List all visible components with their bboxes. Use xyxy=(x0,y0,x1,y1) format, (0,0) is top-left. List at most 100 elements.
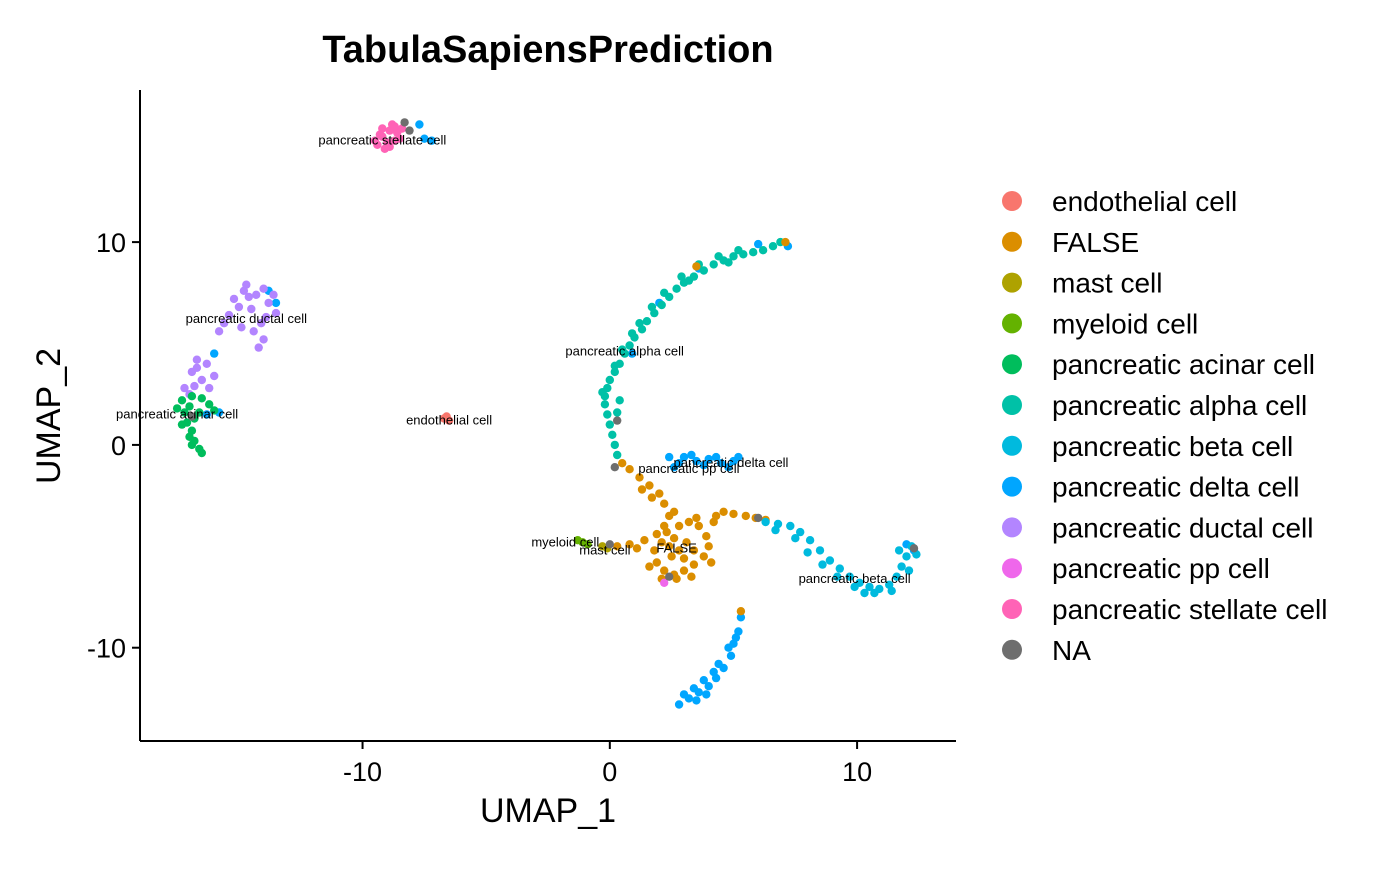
data-point xyxy=(672,574,681,583)
data-point xyxy=(833,572,842,581)
legend-swatch xyxy=(1002,231,1022,252)
legend-swatch xyxy=(1002,272,1022,293)
data-point xyxy=(741,511,750,521)
data-point xyxy=(615,396,624,405)
series-1 xyxy=(202,120,919,709)
data-point xyxy=(224,310,234,320)
data-point xyxy=(187,367,197,377)
data-point xyxy=(734,452,743,462)
legend-item: pancreatic ductal cell xyxy=(1002,512,1313,543)
data-point xyxy=(239,286,249,295)
data-point xyxy=(699,676,708,685)
data-point xyxy=(677,272,686,281)
data-point xyxy=(714,659,723,669)
data-point xyxy=(405,126,414,135)
data-point xyxy=(385,142,394,151)
data-point xyxy=(229,294,239,304)
data-point xyxy=(669,507,679,516)
data-point xyxy=(845,572,854,581)
data-point xyxy=(711,511,721,521)
data-point xyxy=(603,410,612,419)
data-point xyxy=(758,246,768,255)
legend-item: pancreatic alpha cell xyxy=(1002,390,1307,421)
data-point xyxy=(660,499,669,508)
data-point xyxy=(395,134,404,143)
data-point xyxy=(679,566,689,575)
data-point xyxy=(719,507,728,516)
data-point xyxy=(610,361,619,370)
cluster-label: pancreatic delta cell xyxy=(674,455,789,470)
data-point xyxy=(271,308,281,318)
data-point xyxy=(254,343,263,352)
legend-swatch xyxy=(1002,435,1022,456)
chart-title: TabulaSapiensPrediction xyxy=(322,29,773,71)
data-point xyxy=(771,525,780,535)
data-point xyxy=(729,509,738,519)
data-point xyxy=(192,355,202,364)
cluster-label: endothelial cell xyxy=(406,413,492,428)
data-point xyxy=(724,258,733,267)
cluster-label: FALSE xyxy=(656,540,697,555)
data-point xyxy=(796,527,805,537)
cluster-label: pancreatic acinar cell xyxy=(116,407,238,422)
data-point xyxy=(904,566,914,575)
data-point xyxy=(259,284,268,293)
data-point xyxy=(370,136,380,145)
legend-item: FALSE xyxy=(1002,227,1139,258)
data-point xyxy=(652,558,661,567)
data-point xyxy=(613,542,622,551)
data-point xyxy=(702,532,711,541)
data-point xyxy=(704,542,713,551)
data-point xyxy=(180,383,189,393)
series-11 xyxy=(187,118,919,581)
data-point xyxy=(632,544,642,553)
data-point xyxy=(709,667,718,677)
data-point xyxy=(605,375,614,385)
data-point xyxy=(902,552,911,561)
data-point xyxy=(684,517,694,527)
data-point xyxy=(694,521,703,531)
cluster-label: pancreatic stellate cell xyxy=(318,133,446,148)
data-point xyxy=(618,459,627,468)
data-point xyxy=(665,452,674,462)
data-point xyxy=(692,456,701,466)
data-point xyxy=(625,540,634,549)
data-point xyxy=(909,544,919,553)
data-point xyxy=(210,349,219,358)
legend-label: myeloid cell xyxy=(1052,308,1198,339)
data-point xyxy=(205,400,214,409)
data-point xyxy=(897,562,906,571)
data-point xyxy=(684,276,694,285)
data-point xyxy=(187,412,197,421)
data-point xyxy=(716,459,726,468)
legend-swatch xyxy=(1002,558,1022,579)
data-point xyxy=(652,529,661,539)
series-2 xyxy=(180,280,281,399)
data-point xyxy=(892,572,901,581)
legend-swatch xyxy=(1002,395,1022,415)
data-point xyxy=(749,248,758,257)
data-point xyxy=(647,493,657,502)
data-point xyxy=(378,124,387,133)
data-point xyxy=(687,450,696,460)
y-tick-label: -10 xyxy=(87,634,126,664)
data-point xyxy=(637,485,647,494)
cluster-label: pancreatic beta cell xyxy=(799,571,911,586)
data-point xyxy=(692,513,701,523)
data-point xyxy=(711,452,721,462)
data-point xyxy=(699,461,708,470)
series-8 xyxy=(573,536,592,549)
y-axis-title: UMAP_2 xyxy=(30,348,68,484)
legend-label: FALSE xyxy=(1052,227,1139,258)
data-point xyxy=(190,381,199,391)
data-point xyxy=(699,266,708,275)
legend-swatch xyxy=(1002,354,1022,375)
data-point xyxy=(714,252,723,261)
data-point xyxy=(768,242,778,251)
data-point xyxy=(665,572,674,581)
data-point xyxy=(865,582,874,592)
x-tick-label: -10 xyxy=(343,757,382,787)
legend-item: myeloid cell xyxy=(1002,308,1198,339)
data-point xyxy=(655,489,664,498)
data-point xyxy=(657,300,666,310)
